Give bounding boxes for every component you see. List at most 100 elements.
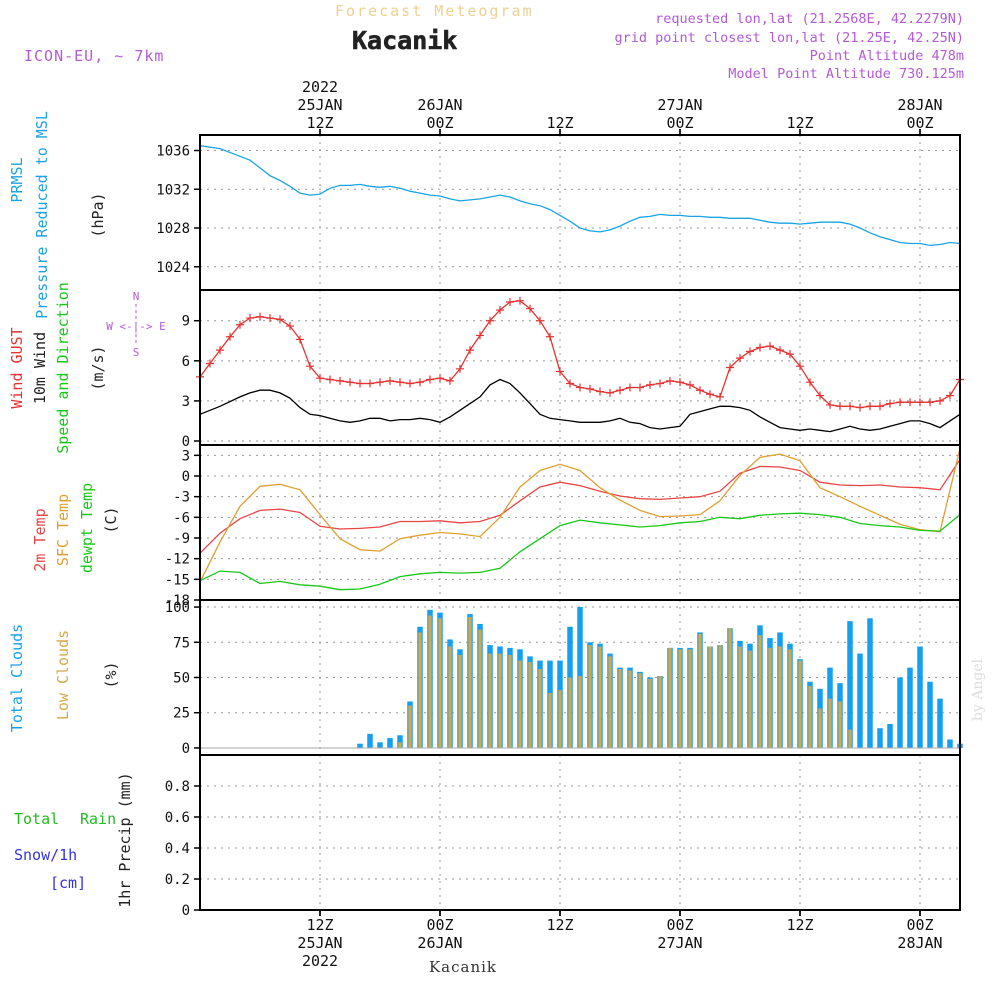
pressure-label-1: PRMSL <box>8 157 26 202</box>
low-cloud-bar <box>748 650 752 748</box>
gust-point <box>216 346 224 355</box>
gust-point <box>696 386 704 395</box>
total-cloud-bar <box>397 735 403 748</box>
point-altitude: Point Altitude 478m <box>810 48 964 64</box>
panels-layer: 10241028103210360369-18-15-12-9-6-303025… <box>156 134 964 919</box>
time-tick-label: 12Z <box>546 916 573 934</box>
gust-point <box>536 316 544 325</box>
cloud-label-1: Total Clouds <box>8 624 26 732</box>
time-tick-label: 12Z <box>306 916 333 934</box>
gust-point <box>626 383 634 392</box>
time-tick-label: 12Z <box>306 114 333 132</box>
gust-point <box>426 375 434 384</box>
gust-point <box>756 343 764 352</box>
gust-point <box>246 314 254 323</box>
low-cloud-bar <box>618 669 622 748</box>
gust-point <box>326 375 334 384</box>
panel-1: 1024 1028 1032 1036 <box>156 134 961 291</box>
gust-point <box>796 362 804 371</box>
low-cloud-bar <box>528 662 532 748</box>
footer-location: Kacanik <box>429 958 497 976</box>
low-cloud-bar <box>738 646 742 748</box>
wind-labels: Wind GUST 10m Wind Speed and Direction (… <box>8 282 166 454</box>
gust-point <box>746 347 754 356</box>
gust-point <box>806 378 814 387</box>
temp-labels: 2m Temp SFC Temp dewpt Temp (C) <box>31 483 120 573</box>
y-tick-label: 0 <box>182 903 190 919</box>
gust-point <box>386 376 394 385</box>
time-tick-label: 12Z <box>786 114 813 132</box>
low-cloud-bar <box>848 729 852 748</box>
low-cloud-bar <box>728 628 732 748</box>
precip-label-total: Total <box>14 810 59 828</box>
low-cloud-bar <box>608 656 612 748</box>
gust-point <box>686 380 694 389</box>
y-tick-label: 0.6 <box>165 810 190 826</box>
low-cloud-bar <box>658 676 662 748</box>
low-cloud-bar <box>578 676 582 748</box>
total-cloud-bar <box>887 724 893 748</box>
gust-point <box>296 335 304 344</box>
gust-point <box>486 316 494 325</box>
wind-label-2: 10m Wind <box>31 332 49 404</box>
y-tick-label: 1036 <box>156 144 190 160</box>
y-tick-label: 0 <box>182 434 190 450</box>
time-tick-label: 00Z <box>906 114 933 132</box>
low-cloud-bar <box>408 705 412 748</box>
gust-point <box>916 398 924 407</box>
gust-point <box>816 391 824 400</box>
gust-point <box>546 332 554 341</box>
precip-label-rain: Rain <box>80 810 116 828</box>
series-2m-temp <box>199 459 961 554</box>
total-cloud-bar <box>877 728 883 748</box>
gust-point <box>596 387 604 396</box>
time-tick-label: 27JAN <box>657 934 702 952</box>
watermark: by Angel <box>970 658 986 721</box>
gust-point <box>766 342 774 351</box>
low-cloud-bar <box>708 646 712 748</box>
y-tick-label: -18 <box>165 593 190 609</box>
gust-point <box>526 304 534 313</box>
pressure-unit: (hPa) <box>89 192 107 237</box>
requested-coords: requested lon,lat (21.2568E, 42.2279N) <box>655 11 964 27</box>
low-cloud-bar <box>508 654 512 748</box>
wind-label-3: Speed and Direction <box>54 282 72 454</box>
gust-point <box>716 392 724 401</box>
gust-point <box>376 378 384 387</box>
low-cloud-bar <box>688 649 692 748</box>
time-tick-label: 00Z <box>426 114 453 132</box>
y-tick-label: 0.2 <box>165 872 190 888</box>
gust-point <box>616 386 624 395</box>
precip-label-snow: Snow/1h <box>14 846 77 864</box>
y-tick-label: 25 <box>173 706 190 722</box>
gust-point <box>846 402 854 411</box>
time-tick-label: 26JAN <box>417 96 462 114</box>
gust-point <box>776 346 784 355</box>
gust-point <box>946 391 954 400</box>
y-tick-label: 6 <box>182 354 190 370</box>
precip-unit: 1hr Precip (mm) <box>116 772 134 907</box>
low-cloud-bar <box>598 646 602 748</box>
gust-point <box>636 383 644 392</box>
low-cloud-bar <box>768 647 772 748</box>
low-cloud-bar <box>448 646 452 748</box>
low-cloud-bar <box>808 685 812 748</box>
gust-point <box>456 364 464 373</box>
time-tick-label: 00Z <box>666 114 693 132</box>
panel-3: -18 -15 -12 -9 -6 -3 0 3 <box>165 444 961 609</box>
gust-point <box>466 346 474 355</box>
total-cloud-bar <box>867 618 873 748</box>
low-cloud-bar <box>468 616 472 748</box>
total-cloud-bar <box>387 738 393 748</box>
panel-4: 0 25 50 75 100 <box>165 599 963 757</box>
low-cloud-bar <box>698 633 702 748</box>
cloud-labels: Total Clouds Low Clouds (%) <box>8 624 120 732</box>
total-cloud-bar <box>927 681 933 748</box>
low-cloud-bar <box>668 647 672 748</box>
total-cloud-bar <box>947 739 953 748</box>
gust-point <box>396 378 404 387</box>
low-cloud-bar <box>438 618 442 748</box>
gust-point <box>336 376 344 385</box>
model-label: ICON-EU, ~ 7km <box>24 47 164 65</box>
